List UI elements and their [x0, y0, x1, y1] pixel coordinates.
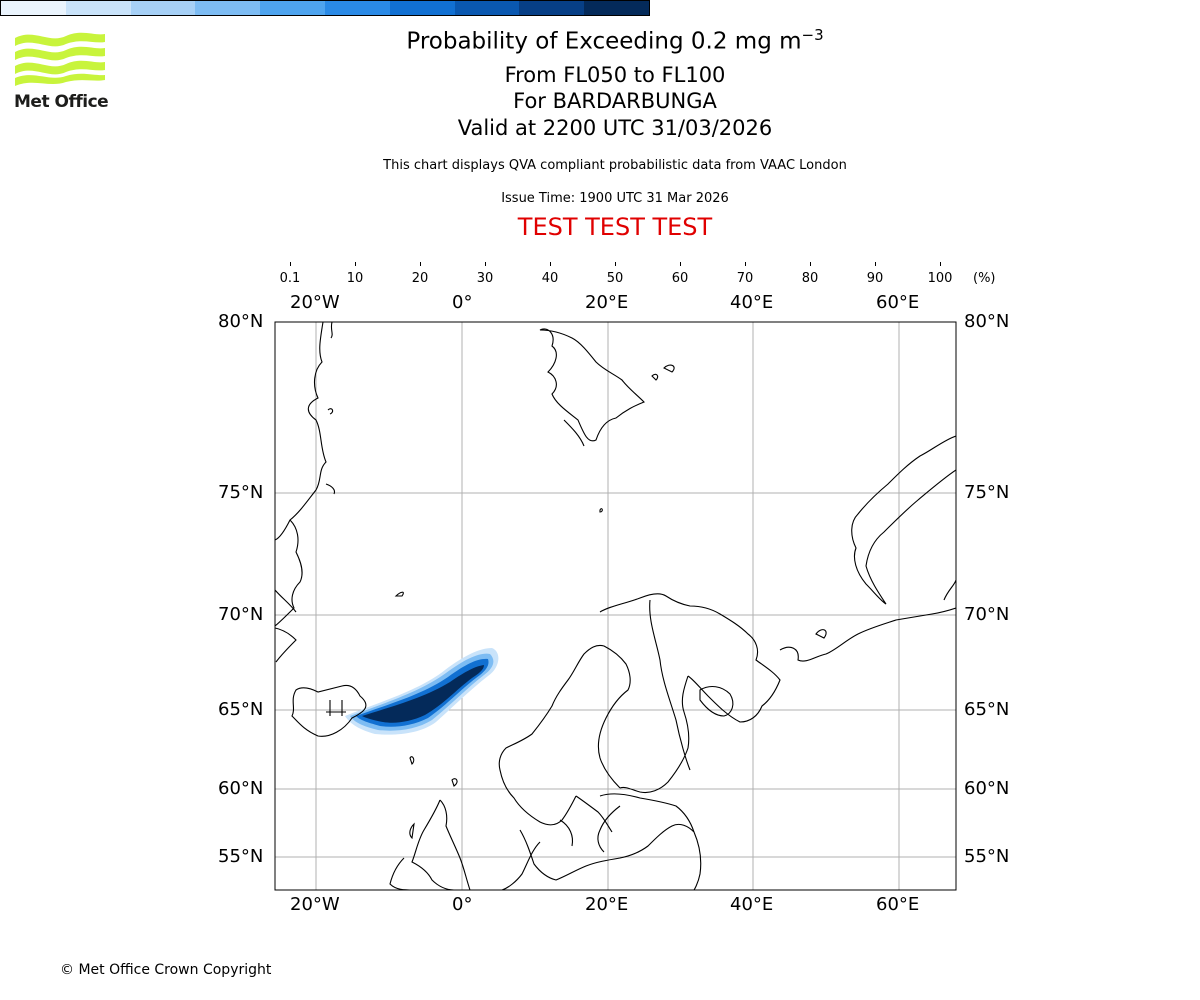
- test-banner: TEST TEST TEST: [517, 213, 713, 241]
- colorbar-tick-mark: [874, 262, 876, 266]
- colorbar-tick-mark: [679, 262, 681, 266]
- colorbar-unit: (%): [973, 271, 996, 286]
- colorbar-tick-label: 30: [476, 271, 494, 286]
- probability-colorbar: [0, 0, 650, 16]
- map-frame: [274, 321, 957, 891]
- map-gridlines: [275, 322, 956, 890]
- coastlines: [275, 322, 956, 890]
- data-source-note: This chart displays QVA compliant probab…: [383, 158, 847, 173]
- met-office-logo-text: Met Office: [14, 92, 109, 112]
- colorbar-tick-label: 40: [541, 271, 559, 286]
- colorbar-tick-mark: [809, 262, 811, 266]
- colorbar-segment: [584, 1, 649, 15]
- colorbar-tick-label: 0.1: [279, 271, 301, 286]
- issue-time: Issue Time: 1900 UTC 31 Mar 2026: [501, 191, 729, 206]
- lat-label-right-80n: 80°N: [964, 311, 1010, 332]
- colorbar-segment: [260, 1, 325, 15]
- colorbar-tick-label: 10: [346, 271, 364, 286]
- lon-label-bottom-40e: 40°E: [730, 894, 774, 915]
- colorbar-tick-label: 90: [866, 271, 884, 286]
- lat-label-left-70n: 70°N: [218, 604, 264, 625]
- colorbar-tick-label: 50: [606, 271, 624, 286]
- colorbar-tick-label: 70: [736, 271, 754, 286]
- colorbar-segment: [454, 1, 520, 15]
- lat-label-left-60n: 60°N: [218, 778, 264, 799]
- copyright-notice: © Met Office Crown Copyright: [60, 962, 272, 978]
- title-superscript: −3: [801, 26, 824, 44]
- lat-label-right-65n: 65°N: [964, 699, 1010, 720]
- lon-label-top-0: 0°: [452, 292, 473, 313]
- lat-label-right-60n: 60°N: [964, 778, 1010, 799]
- colorbar-tick-mark: [744, 262, 746, 266]
- colorbar-tick-mark: [484, 262, 486, 266]
- lon-label-top-20e: 20°E: [585, 292, 629, 313]
- colorbar-segment: [324, 1, 390, 15]
- colorbar-tick-label: 60: [671, 271, 689, 286]
- colorbar-segment: [389, 1, 455, 15]
- lat-label-right-55n: 55°N: [964, 846, 1010, 867]
- lat-label-left-65n: 65°N: [218, 699, 264, 720]
- lat-label-left-75n: 75°N: [218, 482, 264, 503]
- flight-level-range: From FL050 to FL100: [504, 63, 726, 87]
- colorbar-tick-label: 80: [801, 271, 819, 286]
- lon-label-top-60e: 60°E: [876, 292, 920, 313]
- lat-label-left-80n: 80°N: [218, 311, 264, 332]
- colorbar-segment: [65, 1, 131, 15]
- lon-label-bottom-20e: 20°E: [585, 894, 629, 915]
- colorbar-tick-mark: [549, 262, 551, 266]
- colorbar-segment: [1, 1, 66, 15]
- ash-plume: [345, 648, 499, 735]
- valid-time: Valid at 2200 UTC 31/03/2026: [457, 116, 773, 140]
- colorbar-tick-label: 20: [411, 271, 429, 286]
- colorbar-tick-label: 100: [927, 271, 953, 286]
- lat-label-right-75n: 75°N: [964, 482, 1010, 503]
- colorbar-segment: [130, 1, 196, 15]
- lon-label-bottom-60e: 60°E: [876, 894, 920, 915]
- lon-label-top-40e: 40°E: [730, 292, 774, 313]
- colorbar-tick-mark: [289, 262, 291, 266]
- chart-title: Probability of Exceeding 0.2 mg m−3: [0, 26, 1200, 55]
- lat-label-right-70n: 70°N: [964, 604, 1010, 625]
- colorbar-tick-mark: [354, 262, 356, 266]
- lon-label-bottom-20w: 20°W: [290, 894, 340, 915]
- volcano-name: For BARDARBUNGA: [513, 89, 717, 113]
- colorbar-segment: [519, 1, 585, 15]
- title-text: Probability of Exceeding 0.2 mg m: [406, 28, 802, 55]
- lat-label-left-55n: 55°N: [218, 846, 264, 867]
- colorbar-tick-mark: [939, 262, 941, 266]
- met-office-wave-logo-icon: [15, 32, 105, 86]
- lon-label-top-20w: 20°W: [290, 292, 340, 313]
- lon-label-bottom-0: 0°: [452, 894, 473, 915]
- colorbar-tick-mark: [614, 262, 616, 266]
- colorbar-tick-mark: [419, 262, 421, 266]
- colorbar-segment: [195, 1, 261, 15]
